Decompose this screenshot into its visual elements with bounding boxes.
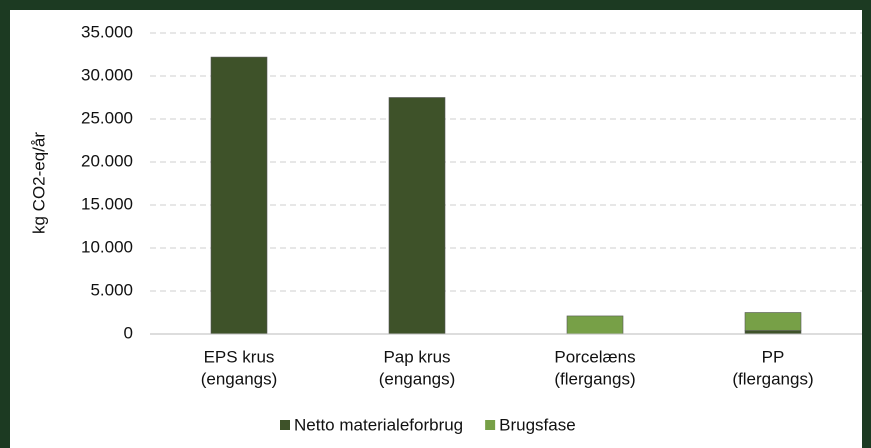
y-tick-label: 5.000 xyxy=(90,280,133,299)
legend-swatch xyxy=(485,420,496,430)
y-tick-label: 20.000 xyxy=(81,151,133,170)
x-tick-label: EPS krus xyxy=(204,347,275,366)
x-tick-label: PP xyxy=(762,347,785,366)
bar-segment xyxy=(388,97,446,335)
legend-label: Brugsfase xyxy=(499,415,576,434)
x-tick-label: (engangs) xyxy=(379,369,456,388)
bar-segment xyxy=(210,56,268,335)
y-tick-label: 10.000 xyxy=(81,237,133,256)
legend-label: Netto materialeforbrug xyxy=(294,415,463,434)
y-axis-label: kg CO2-eq/år xyxy=(29,132,48,234)
x-tick-label: (engangs) xyxy=(201,369,278,388)
bar-segment xyxy=(744,312,802,331)
y-tick-label: 25.000 xyxy=(81,108,133,127)
x-tick-label: Pap krus xyxy=(383,347,450,366)
legend-swatch xyxy=(280,420,290,430)
x-tick-label: (flergangs) xyxy=(732,369,813,388)
y-tick-label: 0 xyxy=(124,323,133,342)
x-tick-label: Porcelæns xyxy=(554,347,635,366)
y-tick-label: 35.000 xyxy=(81,22,133,41)
y-tick-label: 15.000 xyxy=(81,194,133,213)
y-tick-label: 30.000 xyxy=(81,65,133,84)
bar-segment xyxy=(566,315,624,335)
x-tick-label: (flergangs) xyxy=(554,369,635,388)
bar-segment xyxy=(744,330,802,335)
